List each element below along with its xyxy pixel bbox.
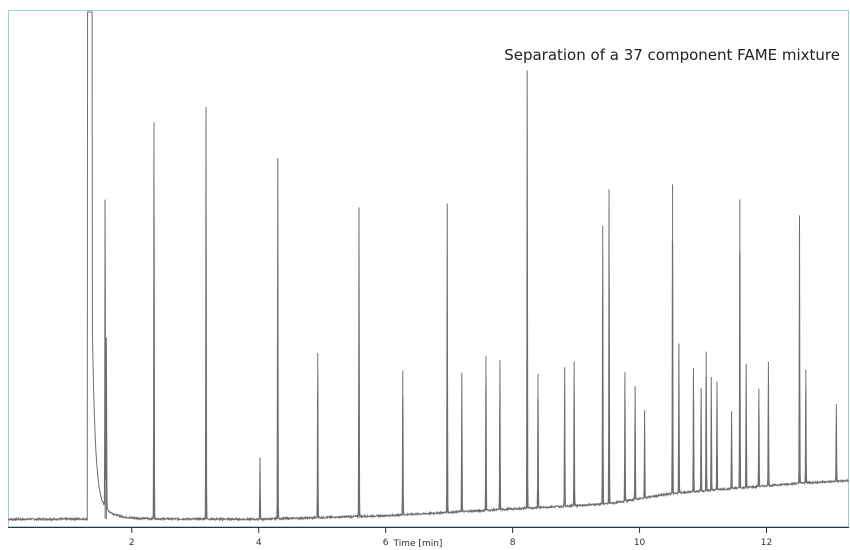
- x-tick-label-8: 8: [510, 538, 516, 548]
- x-tick-label-2: 2: [129, 538, 135, 548]
- x-tick-label-6: 6: [383, 538, 389, 548]
- x-axis-label: Time [min]: [393, 539, 443, 549]
- chromatogram-trace: [7, 11, 850, 522]
- x-tick-label-10: 10: [634, 538, 646, 548]
- x-tick-label-4: 4: [256, 538, 262, 548]
- chart-annotation: Separation of a 37 component FAME mixtur…: [504, 46, 840, 64]
- x-axis-ticks: 2 4 6 8 10 12: [129, 527, 772, 548]
- x-tick-label-12: 12: [761, 538, 772, 548]
- plot-frame: [8, 10, 849, 527]
